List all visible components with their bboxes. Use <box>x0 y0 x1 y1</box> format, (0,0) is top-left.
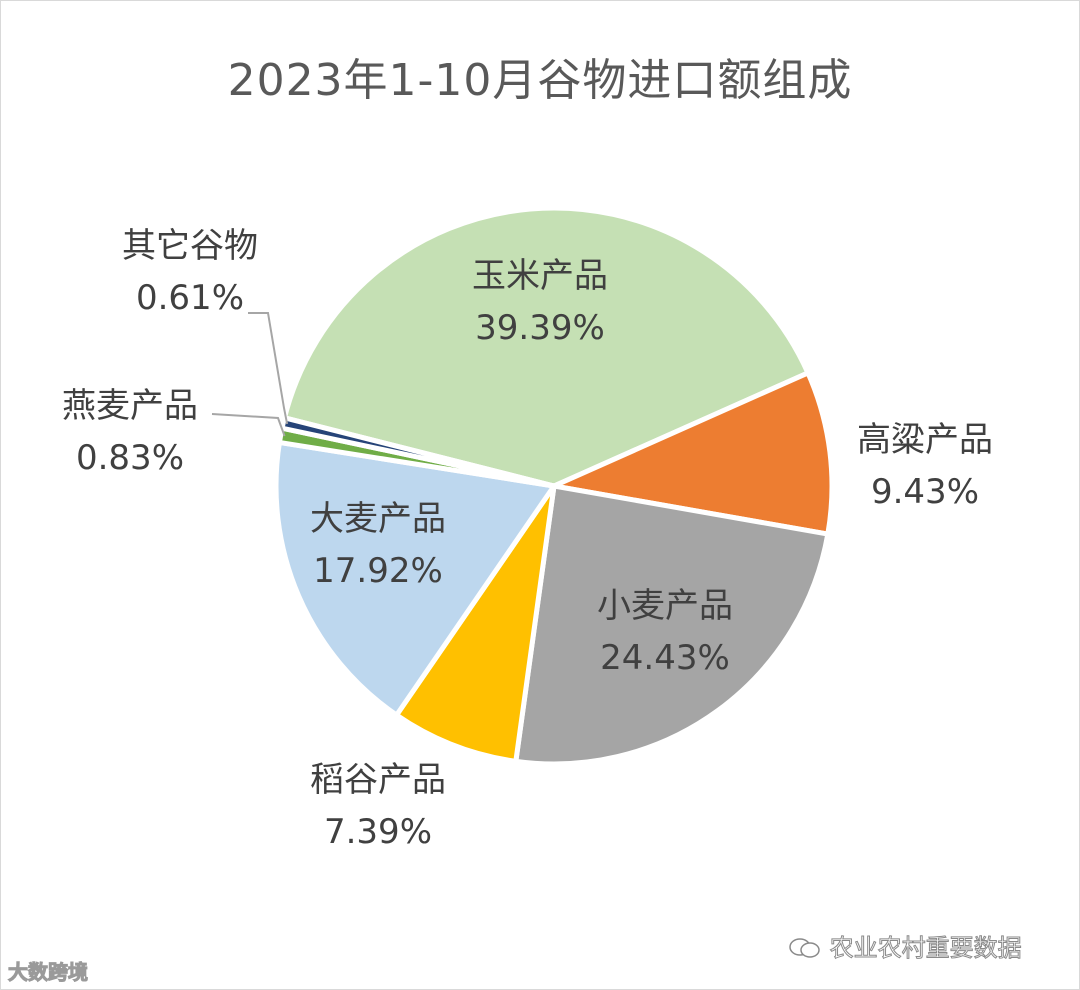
label-barley-value: 17.92% <box>313 551 443 591</box>
watermark-left-text: 大数跨境 <box>8 960 89 985</box>
pie-slice-wheat <box>513 483 831 767</box>
label-sorghum-value: 9.43% <box>870 472 979 512</box>
label-oats-name: 燕麦产品 <box>62 386 198 426</box>
watermark-right-text: 农业农村重要数据 <box>829 934 1022 963</box>
label-other-grains: 其它谷物 0.61% <box>122 220 258 324</box>
label-sorghum-name: 高粱产品 <box>857 420 993 460</box>
pie-slice-corn <box>281 205 811 489</box>
label-corn-value: 39.39% <box>475 308 605 348</box>
pie-slice-sorghum <box>551 370 835 537</box>
label-corn: 玉米产品 39.39% <box>472 250 608 354</box>
label-other-grains-name: 其它谷物 <box>122 226 258 266</box>
pie-slice-rice <box>394 483 557 764</box>
chart-title: 2023年1-10月谷物进口额组成 <box>227 55 853 106</box>
label-oats-value: 0.83% <box>75 438 184 478</box>
label-wheat: 小麦产品 24.43% <box>597 580 733 684</box>
label-sorghum: 高粱产品 9.43% <box>857 414 993 518</box>
leader-line-oats <box>211 413 286 437</box>
watermark-left: 大数跨境 <box>8 956 89 985</box>
label-other-grains-value: 0.61% <box>135 278 244 318</box>
wechat-icon <box>789 938 820 958</box>
label-oats: 燕麦产品 0.83% <box>62 380 198 484</box>
label-barley: 大麦产品 17.92% <box>310 493 446 597</box>
leader-line-other-grains <box>248 312 289 425</box>
label-wheat-value: 24.43% <box>600 638 730 678</box>
label-rice-name: 稻谷产品 <box>310 760 446 800</box>
label-corn-name: 玉米产品 <box>472 256 608 296</box>
label-rice: 稻谷产品 7.39% <box>310 754 446 858</box>
watermark-right: 农业农村重要数据 <box>788 928 1022 963</box>
pie-slice-barley <box>273 439 557 718</box>
label-rice-value: 7.39% <box>323 812 432 852</box>
label-wheat-name: 小麦产品 <box>597 586 733 626</box>
label-barley-name: 大麦产品 <box>310 499 446 539</box>
